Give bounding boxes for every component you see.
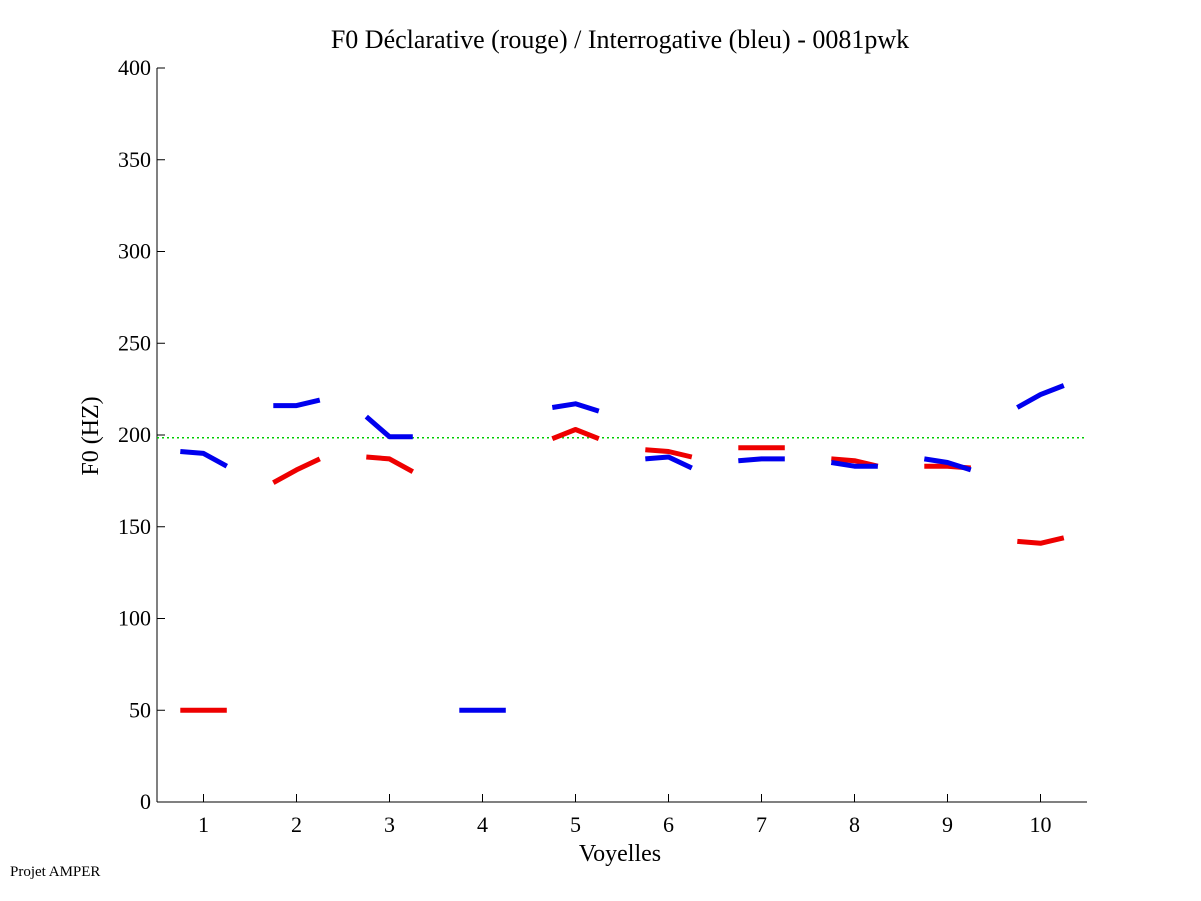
y-tick-label: 200 bbox=[118, 422, 151, 447]
credit-label: Projet AMPER bbox=[10, 864, 101, 880]
f0-contour-segment bbox=[551, 401, 600, 414]
y-tick-label: 300 bbox=[118, 239, 151, 264]
chart-title: F0 Déclarative (rouge) / Interrogative (… bbox=[331, 25, 909, 54]
y-tick-label: 100 bbox=[118, 606, 151, 631]
axes: 0 50 100 150 200 250 300 350 400 1 2 3 4 5 6 7 8 9 10 bbox=[118, 55, 1087, 837]
f0-contour-segment bbox=[180, 449, 229, 469]
f0-contour-segment bbox=[830, 460, 878, 469]
y-tick-label: 0 bbox=[140, 789, 151, 814]
f0-contour-segment bbox=[272, 456, 321, 485]
f0-contour-segment bbox=[1017, 535, 1065, 546]
x-tick-label: 10 bbox=[1030, 812, 1052, 837]
x-tick-label: 9 bbox=[942, 812, 953, 837]
f0-contour-segment bbox=[645, 454, 693, 471]
f0-contour-segment bbox=[364, 414, 413, 440]
x-tick-label: 3 bbox=[384, 812, 395, 837]
x-tick-label: 2 bbox=[291, 812, 302, 837]
y-tick-label: 400 bbox=[118, 55, 151, 80]
f0-contour-segment bbox=[923, 456, 972, 473]
series-layer bbox=[180, 383, 1065, 713]
x-tick-label: 8 bbox=[849, 812, 860, 837]
x-tick-label: 7 bbox=[756, 812, 767, 837]
f0-contour-segment bbox=[273, 397, 321, 409]
y-tick-label: 50 bbox=[129, 697, 151, 722]
y-tick-label: 250 bbox=[118, 330, 151, 355]
f0-contour-segment bbox=[738, 456, 785, 464]
f0-contour-segment bbox=[551, 427, 600, 442]
y-tick-label: 350 bbox=[118, 147, 151, 172]
series-declarative bbox=[180, 427, 1065, 713]
f0-contour-segment bbox=[645, 447, 693, 460]
x-axis-label: Voyelles bbox=[579, 841, 661, 867]
x-tick-label: 6 bbox=[663, 812, 674, 837]
x-tick-label: 5 bbox=[570, 812, 581, 837]
y-tick-label: 150 bbox=[118, 514, 151, 539]
f0-contour-segment bbox=[1016, 383, 1065, 410]
x-tick-label: 1 bbox=[198, 812, 209, 837]
y-axis-label: F0 (HZ) bbox=[78, 396, 104, 475]
series-interrogative bbox=[180, 383, 1065, 713]
x-tick-label: 4 bbox=[477, 812, 488, 837]
f0-contour-segment bbox=[366, 454, 415, 474]
